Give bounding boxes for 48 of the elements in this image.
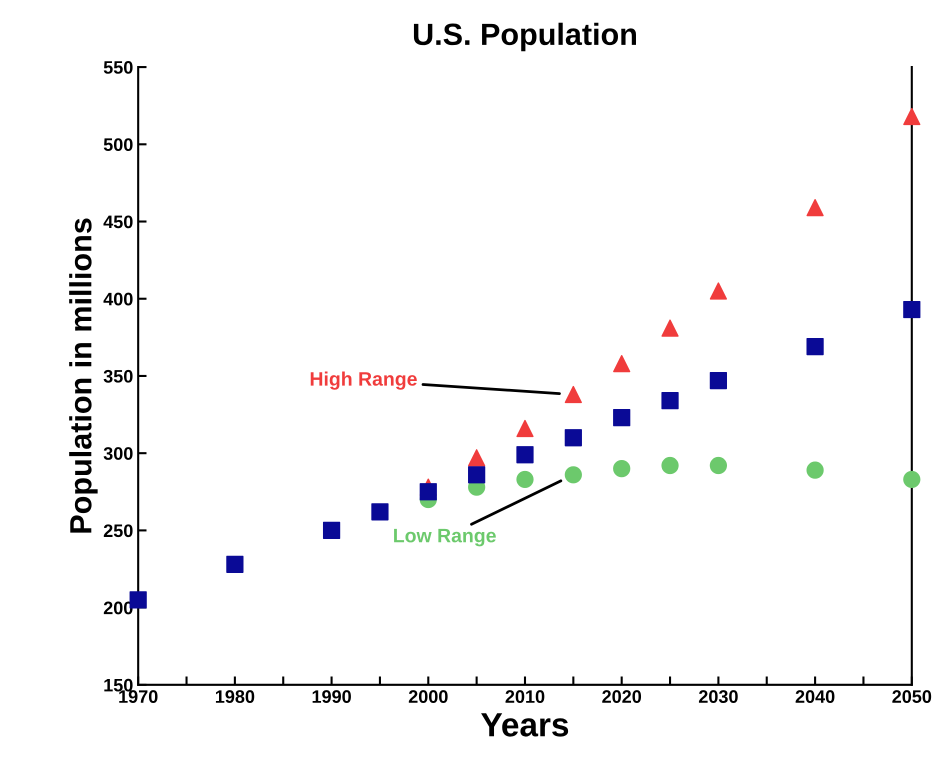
x-tick-label: 2030 — [698, 690, 738, 703]
point — [806, 199, 824, 216]
x-tick-label: 2050 — [892, 690, 932, 703]
y-tick-label: 500 — [104, 138, 133, 152]
y-tick-label: 400 — [103, 292, 133, 306]
y-tick-label: 250 — [104, 524, 133, 538]
y-tick-label: 450 — [103, 215, 133, 228]
point — [710, 456, 728, 474]
x-tick-label: 1970 — [119, 690, 158, 703]
point — [710, 372, 728, 390]
point — [661, 319, 679, 337]
point — [322, 522, 340, 540]
point — [468, 449, 486, 466]
point — [564, 386, 582, 404]
y-tick-label: 550 — [104, 61, 133, 74]
point — [226, 556, 244, 573]
point — [613, 460, 630, 478]
point — [806, 338, 824, 356]
point — [564, 429, 582, 446]
point — [903, 470, 920, 488]
point — [613, 354, 630, 372]
point — [516, 446, 534, 464]
point — [710, 282, 728, 300]
x-tick-label: 2010 — [506, 690, 544, 703]
point — [516, 470, 534, 488]
text: High Range — [310, 372, 417, 390]
x-tick-label: 2020 — [602, 690, 642, 703]
chart-title: U.S. Population — [414, 22, 636, 52]
point — [468, 466, 486, 484]
point — [613, 409, 630, 426]
y-axis-title: Population in millions — [69, 218, 98, 533]
point — [516, 420, 534, 438]
point — [564, 466, 582, 484]
x-tick-label: 2040 — [796, 690, 834, 703]
point — [903, 108, 920, 126]
point — [661, 456, 679, 474]
point — [371, 503, 389, 520]
point — [903, 300, 920, 318]
y-tick-label: 350 — [104, 370, 133, 383]
x-axis-title: Years — [481, 713, 568, 737]
x-tick-label: 1990 — [312, 690, 351, 703]
series-label: Low Range — [394, 528, 496, 546]
point — [661, 392, 679, 410]
x-tick-label: 1980 — [216, 690, 254, 703]
y-tick-label: 300 — [104, 447, 133, 460]
x-tick-label: 2000 — [408, 690, 448, 703]
point — [806, 462, 824, 479]
point — [420, 483, 437, 500]
